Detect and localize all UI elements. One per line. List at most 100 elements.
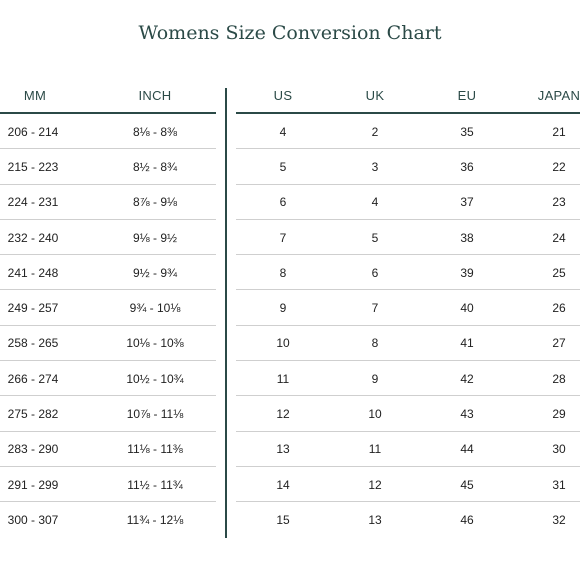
cell-mm: 215 - 223 — [7, 159, 59, 174]
cell-us: 14 — [276, 477, 290, 492]
row-divider-right — [236, 183, 580, 185]
cell-uk: 9 — [371, 371, 379, 386]
table-row: 283 - 290 11⅛ - 11⅜ 13 11 44 30 — [0, 432, 580, 467]
cell-japan: 28 — [552, 371, 566, 386]
cell-mm: 300 - 307 — [7, 512, 59, 527]
table-row: 215 - 223 8½ - 8¾ 5 3 36 22 — [0, 149, 580, 185]
cell-japan: 31 — [552, 477, 566, 492]
table-row: 249 - 257 9¾ - 10⅛ 9 7 40 26 — [0, 291, 580, 326]
cell-us: 8 — [279, 265, 287, 280]
cell-mm: 249 - 257 — [7, 301, 59, 316]
cell-inch: 9½ - 9¾ — [132, 265, 178, 280]
row-divider-left — [0, 183, 216, 185]
cell-us: 11 — [276, 371, 290, 386]
table-row: 258 - 265 10⅛ - 10⅜ 10 8 41 27 — [0, 326, 580, 362]
cell-uk: 10 — [368, 407, 382, 422]
header-us: US — [273, 88, 293, 103]
row-divider-right — [236, 395, 580, 397]
row-divider-right — [236, 148, 580, 150]
cell-us: 4 — [279, 124, 287, 139]
cell-eu: 44 — [460, 442, 474, 457]
table-row: 206 - 214 8⅛ - 8⅜ 4 2 35 21 — [0, 114, 580, 150]
row-divider-right — [236, 254, 580, 256]
cell-uk: 6 — [371, 265, 379, 280]
row-divider-right — [236, 324, 580, 326]
cell-uk: 11 — [368, 442, 382, 457]
cell-uk: 12 — [368, 477, 382, 492]
header-divider-right — [236, 112, 580, 114]
cell-eu: 36 — [460, 159, 474, 174]
cell-us: 12 — [276, 407, 290, 422]
cell-eu: 46 — [460, 512, 474, 527]
cell-mm: 206 - 214 — [7, 124, 59, 139]
table-center-divider — [225, 88, 227, 538]
cell-uk: 3 — [371, 159, 379, 174]
cell-eu: 43 — [460, 407, 474, 422]
row-divider-left — [0, 324, 216, 326]
row-divider-right — [236, 218, 580, 220]
row-divider-left — [0, 289, 216, 291]
cell-japan: 29 — [552, 407, 566, 422]
cell-us: 7 — [279, 230, 287, 245]
row-divider-right — [236, 360, 580, 362]
cell-eu: 38 — [460, 230, 474, 245]
cell-japan: 22 — [552, 159, 566, 174]
cell-japan: 26 — [552, 301, 566, 316]
cell-uk: 2 — [371, 124, 379, 139]
cell-inch: 11½ - 11¾ — [127, 477, 183, 492]
cell-inch: 9⅛ - 9½ — [132, 230, 178, 245]
cell-eu: 37 — [460, 195, 474, 210]
row-divider-left — [0, 254, 216, 256]
header-eu: EU — [457, 88, 477, 103]
header-inch: INCH — [138, 88, 172, 103]
cell-us: 5 — [279, 159, 287, 174]
table-row: 275 - 282 10⅞ - 11⅛ 12 10 43 29 — [0, 396, 580, 432]
cell-inch: 11¾ - 12⅛ — [126, 512, 184, 527]
cell-uk: 4 — [371, 195, 379, 210]
cell-japan: 32 — [552, 512, 566, 527]
cell-eu: 42 — [460, 371, 474, 386]
cell-mm: 224 - 231 — [7, 195, 59, 210]
cell-uk: 13 — [368, 512, 382, 527]
cell-inch: 9¾ - 10⅛ — [129, 301, 181, 316]
cell-us: 6 — [279, 195, 287, 210]
cell-uk: 5 — [371, 230, 379, 245]
cell-us: 13 — [276, 442, 290, 457]
cell-uk: 7 — [371, 301, 379, 316]
cell-japan: 30 — [552, 442, 566, 457]
header-japan: JAPAN — [537, 88, 580, 103]
cell-inch: 10⅞ - 11⅛ — [126, 407, 184, 422]
row-divider-right — [236, 289, 580, 291]
cell-eu: 40 — [460, 301, 474, 316]
header-mm: MM — [23, 88, 47, 103]
row-divider-right — [236, 465, 580, 467]
table-row: 224 - 231 8⅞ - 9⅛ 6 4 37 23 — [0, 185, 580, 220]
table-row: 241 - 248 9½ - 9¾ 8 6 39 25 — [0, 255, 580, 291]
cell-japan: 25 — [552, 265, 566, 280]
cell-mm: 283 - 290 — [7, 442, 59, 457]
row-divider-left — [0, 501, 216, 503]
table-row: 232 - 240 9⅛ - 9½ 7 5 38 24 — [0, 220, 580, 256]
cell-mm: 291 - 299 — [7, 477, 59, 492]
header-uk: UK — [365, 88, 385, 103]
cell-eu: 35 — [460, 124, 474, 139]
table-row: 291 - 299 11½ - 11¾ 14 12 45 31 — [0, 467, 580, 503]
cell-japan: 23 — [552, 195, 566, 210]
cell-mm: 275 - 282 — [7, 407, 59, 422]
cell-us: 10 — [276, 336, 290, 351]
cell-us: 15 — [276, 512, 290, 527]
header-divider-left — [0, 112, 216, 114]
cell-mm: 232 - 240 — [7, 230, 59, 245]
cell-eu: 41 — [460, 336, 474, 351]
row-divider-left — [0, 148, 216, 150]
cell-inch: 11⅛ - 11⅜ — [127, 442, 183, 457]
cell-japan: 24 — [552, 230, 566, 245]
cell-japan: 21 — [552, 124, 566, 139]
row-divider-right — [236, 501, 580, 503]
cell-mm: 266 - 274 — [7, 371, 59, 386]
row-divider-right — [236, 430, 580, 432]
cell-mm: 258 - 265 — [7, 336, 59, 351]
row-divider-left — [0, 465, 216, 467]
cell-eu: 39 — [460, 265, 474, 280]
cell-inch: 8⅛ - 8⅜ — [132, 124, 178, 139]
